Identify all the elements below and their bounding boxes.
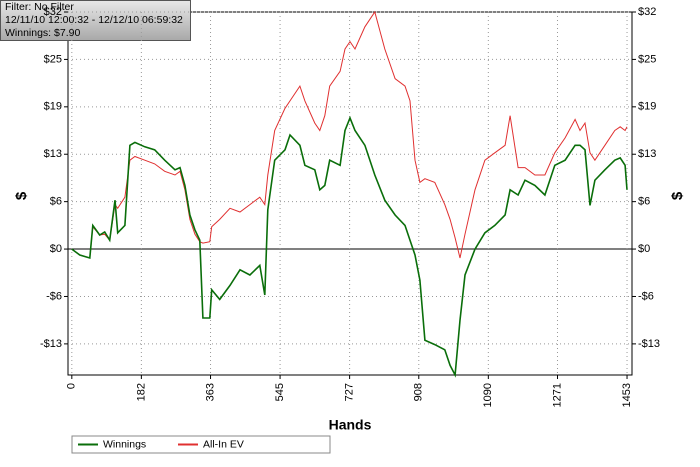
legend-box [71,435,331,454]
x-tick-label: 0 [66,383,78,389]
y2-tick-label: $6 [638,196,650,208]
x-tick-label: 908 [413,383,425,401]
y-tick-label: $0 [50,243,62,255]
filter-box-bg [0,0,191,41]
y2-tick-label: $13 [638,148,656,160]
x-tick-label: 363 [204,383,216,401]
series-line [71,10,628,259]
y-tick-label: $6 [50,196,62,208]
x-tick-label: 1090 [482,383,494,407]
x-tick-label: 727 [344,383,356,401]
y-axis-label: $ [13,191,30,200]
filter-text: 12/11/10 12:00:32 - 12/12/10 06:59:32 [5,14,183,26]
filter-text: Winnings: $7.90 [5,27,80,39]
x-tick-label: 182 [135,383,147,401]
legend-label: All-In EV [203,438,244,450]
x-axis-label: Hands [329,417,372,433]
y-tick-label: -$6 [46,290,62,302]
y-tick-label: $19 [44,101,62,113]
x-tick-label: 545 [274,383,286,401]
y-tick-label: -$13 [40,338,62,350]
y2-tick-label: $25 [638,53,656,65]
y2-tick-label: $32 [638,6,656,18]
x-tick-label: 1453 [621,383,633,407]
y2-axis-label: $ [669,191,686,200]
series-line [71,115,628,378]
y2-tick-label: -$13 [638,338,660,350]
filter-text: Filter: No Filter [5,1,74,13]
y-tick-label: $25 [44,53,62,65]
y2-tick-label: -$6 [638,290,654,302]
y2-tick-label: $0 [638,243,650,255]
y-tick-label: $13 [44,148,62,160]
legend-label: Winnings [103,438,146,450]
y2-tick-label: $19 [638,101,656,113]
y-tick-label: $32 [44,6,62,18]
x-tick-label: 1271 [551,383,563,407]
